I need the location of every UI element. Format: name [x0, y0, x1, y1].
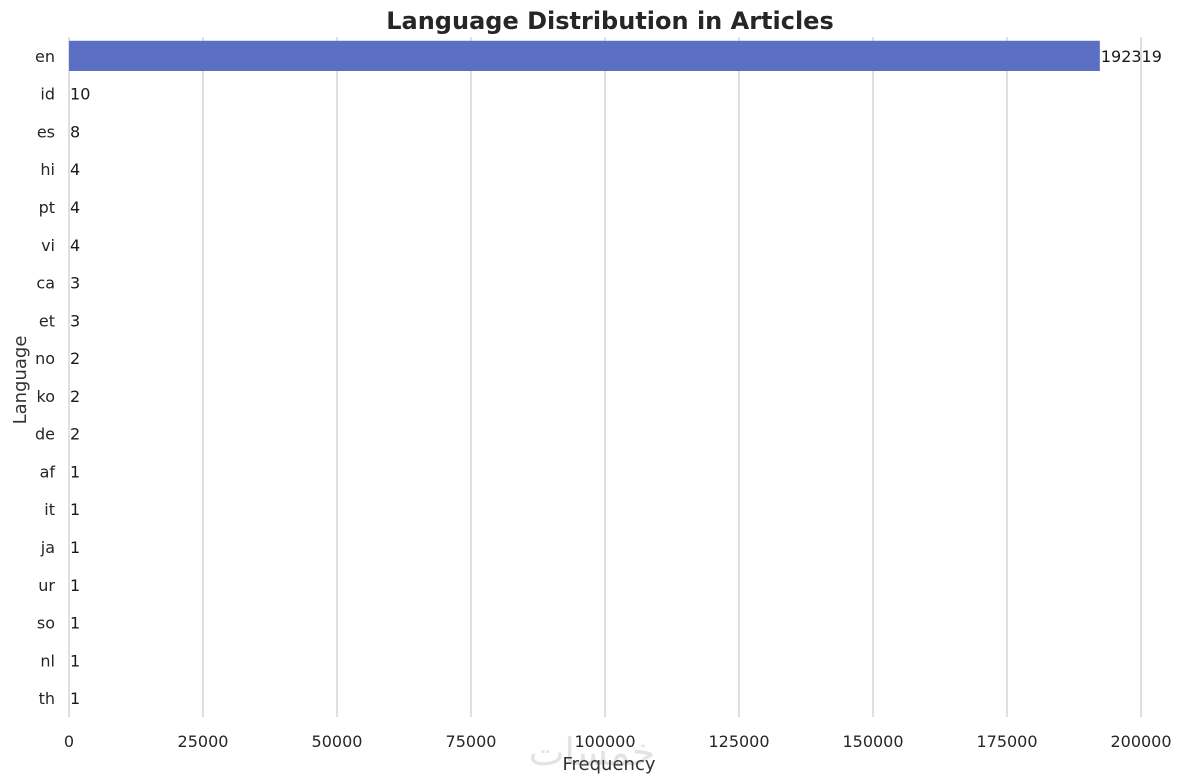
x-tick-label: 175000: [976, 732, 1037, 751]
data-label: 8: [70, 122, 80, 141]
y-axis-label: Language: [10, 336, 31, 425]
data-label: 1: [70, 500, 80, 519]
y-tick-label: ja: [40, 538, 55, 557]
data-label: 2: [70, 425, 80, 444]
x-tick-label: 200000: [1110, 732, 1171, 751]
x-tick-label: 50000: [312, 732, 363, 751]
y-tick-label: vi: [41, 236, 55, 255]
data-label: 1: [70, 576, 80, 595]
x-tick-labels: 0 25000 50000 75000 100000 125000 150000 175000…: [64, 732, 1172, 751]
y-tick-label: no: [35, 349, 55, 368]
data-label: 4: [70, 160, 80, 179]
data-label: 1: [70, 538, 80, 557]
y-tick-label: pt: [39, 198, 55, 217]
y-tick-label: de: [35, 425, 55, 444]
x-tick-label: 150000: [842, 732, 903, 751]
y-tick-labels: en id es hi pt vi ca et no ko de af it ja ur so nl th: [35, 47, 55, 708]
x-axis-label: Frequency: [563, 754, 656, 775]
watermark-logo: خمسات: [529, 730, 656, 774]
chart-title: Language Distribution in Articles: [386, 7, 834, 35]
data-label: 1: [70, 462, 80, 481]
data-label: 2: [70, 387, 80, 406]
x-tick-label: 0: [64, 732, 74, 751]
data-label: 1: [70, 651, 80, 670]
data-label: 1: [70, 614, 80, 633]
data-label: 10: [70, 85, 90, 104]
grid-lines: [68, 37, 1142, 717]
y-tick-label: ur: [38, 576, 55, 595]
data-label: 4: [70, 198, 80, 217]
y-tick-label: hi: [40, 160, 55, 179]
data-label: 4: [70, 236, 80, 255]
x-tick-label: 75000: [446, 732, 497, 751]
y-tick-label: af: [40, 462, 56, 481]
y-tick-label: so: [37, 614, 55, 633]
y-tick-label: es: [37, 122, 55, 141]
y-tick-label: id: [40, 85, 55, 104]
data-label: 2: [70, 349, 80, 368]
y-tick-label: it: [44, 500, 55, 519]
x-tick-label: 25000: [178, 732, 229, 751]
y-tick-label: et: [39, 311, 55, 330]
data-label: 3: [70, 311, 80, 330]
y-tick-label: ca: [36, 274, 55, 293]
data-label: 192319: [1101, 47, 1162, 66]
data-label: 3: [70, 274, 80, 293]
data-labels: 192319 10 8 4 4 4 3 3 2 2 2 1 1 1 1 1 1 1: [70, 47, 1162, 708]
bar-en: [69, 40, 1100, 71]
bars-group: [69, 40, 1100, 714]
y-tick-label: nl: [40, 651, 55, 670]
y-tick-label: th: [39, 689, 55, 708]
y-tick-label: en: [35, 47, 55, 66]
y-tick-label: ko: [37, 387, 55, 406]
x-tick-label: 125000: [708, 732, 769, 751]
x-tick-label: 100000: [574, 732, 635, 751]
data-label: 1: [70, 689, 80, 708]
